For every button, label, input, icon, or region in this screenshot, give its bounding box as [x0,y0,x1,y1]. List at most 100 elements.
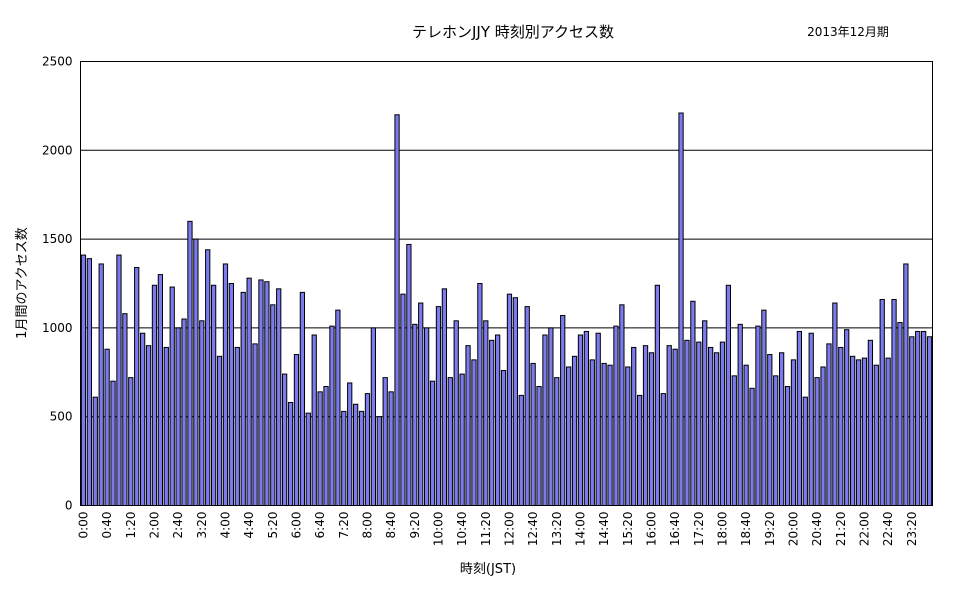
x-tick-label: 13:20 [550,512,564,547]
x-tick-label: 12:40 [526,512,540,547]
bar [429,380,436,506]
bar [347,382,353,506]
bar [370,327,377,506]
bar [642,345,649,506]
bar [489,339,495,506]
x-tick-label: 22:40 [881,512,895,547]
bar [926,336,933,506]
bar [145,345,152,506]
bar [631,346,637,506]
bar [453,320,459,506]
bar [128,377,134,507]
bar [802,396,808,506]
bar [820,366,826,506]
bar [761,309,767,507]
bar [832,302,838,507]
bar [808,332,814,507]
x-tick-label: 0:40 [100,512,114,539]
bar [684,339,690,506]
bar [418,302,424,507]
bar [86,258,93,507]
bar [216,355,223,506]
bar [826,343,832,506]
bar [512,297,519,506]
bar [483,320,489,506]
bar [187,220,193,506]
x-tick-label: 17:20 [692,512,706,547]
bar [524,306,530,506]
bar [743,364,749,507]
bar [713,352,720,507]
bar [909,336,915,506]
bar [110,380,116,506]
bar [850,355,856,506]
y-tick-label: 1000 [42,321,73,335]
bar [287,401,294,506]
x-tick-label: 12:00 [502,512,516,547]
bar [500,370,507,506]
bar [595,332,601,507]
x-tick-label: 10:40 [455,512,469,547]
y-axis-label: 1月間のアクセス数 [15,227,30,339]
bar [80,254,87,506]
bar [104,348,110,506]
x-tick-label: 14:00 [573,512,587,547]
bar [885,357,891,506]
x-tick-label: 2:00 [147,512,161,539]
x-tick-label: 5:20 [266,512,280,539]
bar [891,298,897,507]
bar [855,359,862,506]
bar [169,286,175,506]
bar [317,391,323,506]
bar [341,410,347,506]
bar [181,318,187,506]
bar [708,346,714,506]
x-tick-label: 16:40 [668,512,682,547]
bar [873,364,879,507]
x-tick-label: 8:40 [384,512,398,539]
bar [784,386,791,507]
x-tick-label: 7:20 [337,512,351,539]
bar [867,339,874,506]
bar [666,345,672,506]
bar [264,281,270,506]
gridlines [80,149,933,418]
x-tick-label: 8:00 [360,512,374,539]
bar [122,313,128,506]
bar [140,332,146,507]
x-tick-label: 6:00 [289,512,303,539]
bar [554,377,560,507]
bar [199,320,205,506]
bar-series [80,112,933,507]
bar [406,243,412,506]
bar [424,327,430,506]
x-tick-label: 20:40 [810,512,824,547]
bar [790,359,797,506]
bar [175,327,181,506]
bar [506,293,513,506]
bar [589,359,595,506]
bar [92,396,98,506]
chart-title: テレホンJJY 時刻別アクセス数 [412,23,614,41]
bar [648,352,655,507]
bar [773,375,779,506]
bar [465,345,471,506]
x-axis-label: 時刻(JST) [460,562,516,577]
bar [755,325,761,506]
bar [246,277,252,507]
bar [222,263,229,506]
bar [672,348,678,506]
bar [915,330,921,507]
bar [601,362,607,507]
bar [566,366,572,506]
bar [157,274,164,506]
bar [459,373,465,506]
bar [388,391,394,506]
bar [637,394,643,507]
x-tick-label: 2:40 [171,512,185,539]
x-tick-labels: 0:00 0:40 1:20 2:00 2:40 3:20 4:00 4:40 5:20 6:00… [76,512,918,547]
bar [299,291,306,506]
bar [394,114,400,506]
bar [583,330,590,507]
bar [796,330,803,507]
